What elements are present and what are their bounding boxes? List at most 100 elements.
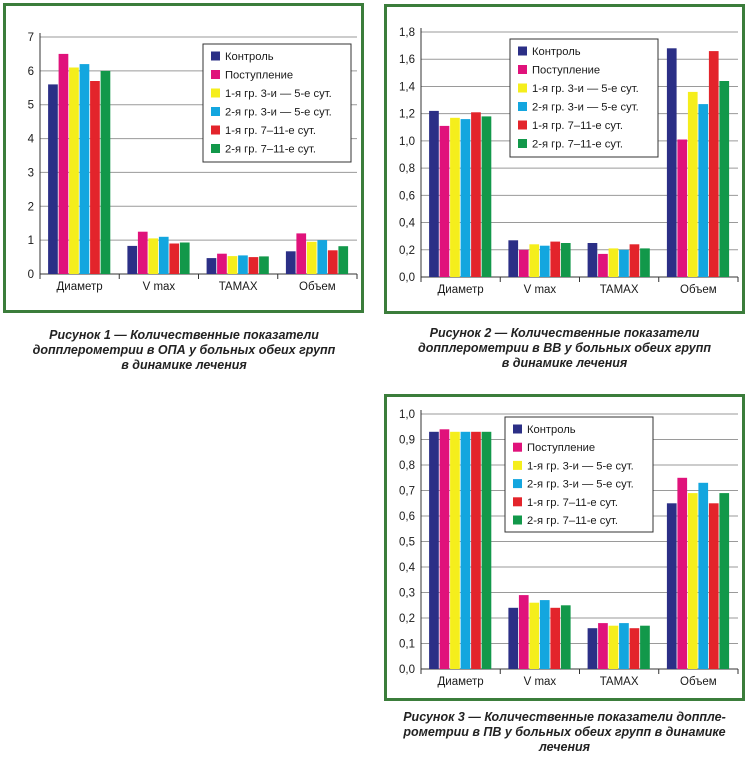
y-tick-label: 5 [28, 100, 34, 112]
bar [677, 139, 688, 277]
legend-label: 1-я гр. 7–11-е сут. [532, 120, 623, 132]
legend-swatch [211, 70, 220, 79]
caption-line: Рисунок 3 — Количественные показатели до… [403, 710, 726, 724]
legend-label: Поступление [225, 70, 293, 82]
legend-label: 2-я гр. 3-и — 5-е сут. [527, 479, 634, 491]
bar [629, 628, 640, 669]
bar [608, 625, 619, 669]
bar [137, 231, 148, 274]
bar [640, 625, 650, 669]
caption-line: рометрии в ПВ у больных обеих групп в ди… [403, 725, 726, 739]
legend-swatch [518, 65, 527, 74]
bar [327, 250, 338, 274]
bar [508, 240, 519, 278]
chart-caption-1: Рисунок 1 — Количественные показатели до… [0, 328, 368, 373]
y-tick-label: 0,8 [399, 460, 415, 472]
y-tick-label: 0 [28, 269, 34, 281]
bar [629, 244, 640, 277]
y-tick-label: 0,4 [399, 218, 416, 230]
y-tick-label: 3 [28, 167, 34, 179]
x-tick-label: Диаметр [57, 281, 103, 293]
x-tick-label: TAMAX [600, 676, 639, 688]
legend-swatch [518, 139, 527, 148]
bar [439, 125, 450, 278]
bar [687, 493, 698, 669]
caption-line: Рисунок 2 — Количественные показатели [429, 326, 700, 340]
legend-label: 2-я гр. 3-и — 5-е сут. [532, 102, 639, 114]
bar [481, 116, 492, 278]
legend-swatch [211, 144, 220, 153]
bar [550, 241, 561, 277]
legend-label: 1-я гр. 3-и — 5-е сут. [532, 83, 639, 95]
y-tick-label: 1,8 [399, 27, 415, 39]
y-tick-label: 2 [28, 201, 34, 213]
x-tick-label: Объем [680, 284, 717, 296]
bar [158, 236, 169, 274]
bar [677, 477, 688, 670]
x-tick-label: V max [524, 284, 557, 296]
legend-box [504, 416, 654, 533]
bar [90, 81, 100, 274]
legend-box [202, 43, 352, 163]
y-tick-label: 0,4 [399, 562, 416, 574]
y-tick-label: 0,2 [399, 613, 415, 625]
y-tick-label: 0,9 [399, 435, 415, 447]
y-tick-label: 0,1 [399, 639, 415, 651]
legend-swatch [513, 479, 522, 489]
legend-swatch [518, 46, 527, 56]
bar [539, 600, 550, 669]
bar [539, 245, 550, 277]
bar [587, 628, 598, 669]
bar [598, 253, 608, 277]
y-tick-label: 0,5 [399, 537, 415, 549]
legend: Контроль Поступление 1-я гр. 3-и — 5-е сут… [202, 43, 352, 163]
chart-caption-3: Рисунок 3 — Количественные показатели до… [381, 710, 748, 755]
legend-label: Контроль [532, 46, 581, 58]
bar [217, 253, 227, 274]
legend-label: 1-я гр. 3-и — 5-е сут. [527, 460, 634, 472]
y-tick-label: 1,6 [399, 54, 415, 66]
chart-caption-2: Рисунок 2 — Количественные показатели до… [381, 326, 748, 371]
bar [587, 243, 598, 277]
legend: Контроль Поступление 1-я гр. 3-и — 5-е сут… [504, 416, 654, 533]
y-tick-label: 6 [28, 66, 34, 78]
bar [439, 429, 450, 669]
x-tick-label: Объем [680, 676, 717, 688]
legend-label: 2-я гр. 7–11-е сут. [527, 515, 618, 527]
bar [608, 248, 619, 277]
x-tick-label: TAMAX [600, 284, 639, 296]
legend-label: 1-я гр. 3-и — 5-е сут. [225, 88, 332, 100]
bar [698, 482, 709, 669]
caption-line: лечения [538, 740, 591, 754]
y-tick-label: 1,4 [399, 81, 416, 93]
legend-label: Поступление [527, 442, 595, 454]
chart-panel-1: 0 1 2 3 4 5 6 7 Диаметр V max TAMAX Объем Контроль По… [3, 3, 364, 313]
legend-label: 2-я гр. 7–11-е сут. [532, 139, 623, 151]
bar [598, 623, 608, 669]
legend-label: 2-я гр. 3-и — 5-е сут. [225, 107, 332, 119]
bar [460, 431, 471, 669]
bar [248, 257, 259, 274]
y-tick-label: 0,6 [399, 511, 415, 523]
x-tick-label: Диаметр [438, 676, 484, 688]
bar [179, 242, 190, 274]
legend-swatch [518, 83, 527, 93]
caption-line: в динамике лечения [121, 358, 247, 372]
bar [666, 48, 677, 277]
bar [450, 431, 460, 669]
legend-swatch [211, 125, 220, 135]
bar [719, 81, 730, 277]
bar [227, 256, 238, 274]
bar [285, 251, 296, 274]
chart-3: 0,0 0,1 0,2 0,3 0,4 0,5 0,6 0,7 0,8 0,9 1,0 Диаметр… [399, 409, 739, 688]
bar [529, 602, 540, 669]
bar [687, 91, 698, 278]
legend-swatch [211, 51, 220, 61]
bar [481, 431, 492, 669]
y-tick-label: 0,6 [399, 190, 415, 202]
bar [206, 258, 217, 274]
bar [58, 53, 69, 275]
y-tick-label: 1,0 [399, 409, 415, 421]
caption-line: Рисунок 1 — Количественные показатели [49, 328, 319, 342]
legend-swatch [518, 102, 527, 111]
